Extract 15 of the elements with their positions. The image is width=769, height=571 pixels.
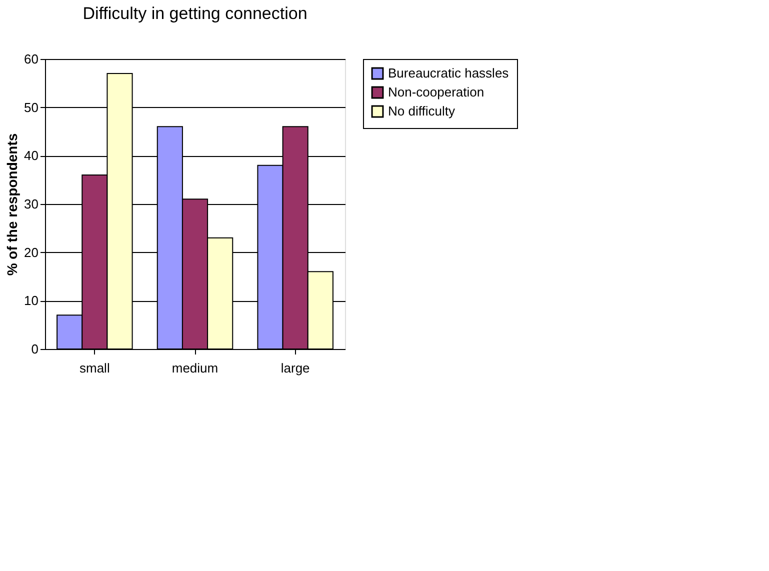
y-tick-label: 10: [24, 293, 38, 308]
y-tick-label: 60: [24, 52, 38, 66]
legend-label: Non-cooperation: [388, 84, 484, 100]
chart-title: Difficulty in getting connection: [82, 4, 308, 23]
y-tick-label: 40: [24, 148, 38, 164]
y-tick-label: 20: [24, 244, 38, 260]
x-tick-label: medium: [172, 360, 218, 376]
x-tick-label: small: [79, 360, 110, 376]
x-tick-label: large: [280, 360, 310, 376]
y-axis-title: % of the respondents: [4, 133, 20, 276]
y-tick-label: 30: [24, 196, 38, 212]
legend-label: No difficulty: [388, 104, 456, 118]
y-tick-label: 0: [31, 342, 38, 356]
y-tick-label: 50: [24, 100, 38, 115]
legend-label: Bureaucratic hassles: [388, 66, 510, 80]
